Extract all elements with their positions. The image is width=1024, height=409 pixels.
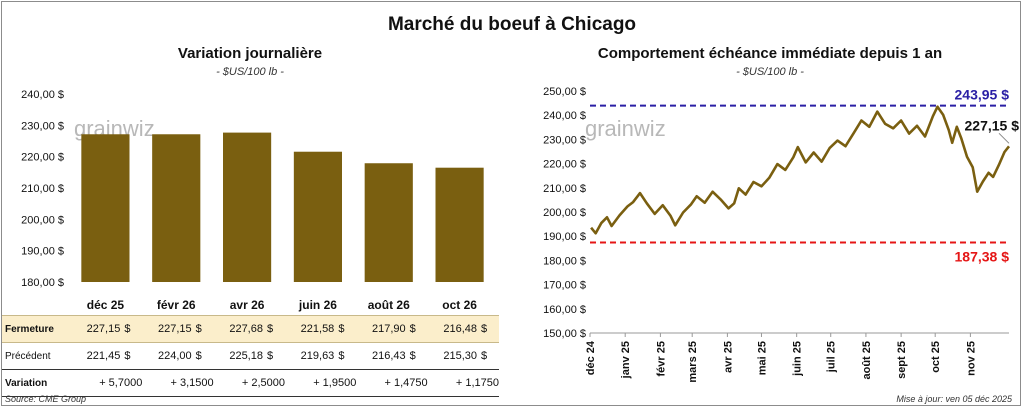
y-tick-label: 150,00 $ — [543, 328, 586, 340]
row-label: Fermeture — [2, 315, 71, 343]
bar-chart: grainwiz 180,00 $190,00 $200,00 $210,00 … — [21, 89, 484, 312]
table-cell: + 2,5000 — [213, 369, 285, 397]
currency-symbol: $ — [193, 315, 214, 343]
x-tick-label: janv 25 — [620, 341, 632, 379]
bar — [364, 163, 413, 282]
y-tick-label: 190,00 $ — [21, 246, 64, 258]
y-tick-label: 170,00 $ — [543, 280, 586, 292]
x-tick-label: oct 26 — [442, 298, 477, 312]
right-unit-label: - $US/100 lb - — [736, 66, 804, 78]
x-tick-label: août 26 — [368, 298, 410, 312]
y-tick-label: 180,00 $ — [543, 255, 586, 267]
y-tick-label: 190,00 $ — [543, 231, 586, 243]
x-tick-label: oct 25 — [930, 341, 942, 373]
table-cell: 216,43 — [356, 342, 408, 370]
currency-symbol: $ — [479, 342, 499, 370]
daily-variation-table: Fermeture 227,15 $227,15 $227,68 $221,58 $217… — [2, 315, 499, 397]
y-tick-label: 200,00 $ — [543, 207, 586, 219]
high-value-label: 243,95 $ — [955, 87, 1010, 103]
low-value-label: 187,38 $ — [955, 249, 1010, 265]
x-tick-label: avr 25 — [722, 341, 734, 373]
y-tick-label: 210,00 $ — [543, 183, 586, 195]
bar — [152, 134, 201, 282]
last-value-leader — [998, 132, 1010, 144]
bar — [293, 151, 342, 282]
currency-symbol: $ — [122, 342, 143, 370]
currency-symbol: $ — [407, 342, 428, 370]
x-tick-label: juil 25 — [826, 341, 838, 373]
left-unit-label: - $US/100 lb - — [216, 66, 284, 78]
currency-symbol: $ — [264, 342, 285, 370]
table-cell: 217,90 — [356, 315, 408, 343]
y-tick-label: 160,00 $ — [543, 304, 586, 316]
currency-symbol: $ — [479, 315, 499, 343]
row-label: Variation — [2, 369, 71, 397]
x-tick-label: juin 26 — [298, 298, 337, 312]
row-label: Précédent — [2, 342, 71, 370]
x-tick-label: févr 26 — [157, 298, 196, 312]
right-chart-title: Comportement échéance immédiate depuis 1… — [597, 45, 943, 62]
table-cell: 224,00 — [142, 342, 194, 370]
y-tick-label: 240,00 $ — [21, 89, 64, 101]
y-tick-label: 230,00 $ — [21, 120, 64, 132]
currency-symbol: $ — [407, 315, 428, 343]
x-tick-label: mars 25 — [687, 341, 699, 383]
table-row: Fermeture 227,15 $227,15 $227,68 $221,58 $217… — [2, 315, 499, 343]
table-row: Variation + 5,7000 + 3,1500 + 2,5000 + 1,950… — [2, 369, 499, 397]
y-tick-label: 220,00 $ — [21, 152, 64, 164]
currency-symbol: $ — [336, 342, 357, 370]
bar — [223, 132, 272, 282]
x-tick-label: déc 24 — [585, 340, 597, 375]
table-cell: + 1,9500 — [284, 369, 357, 397]
bar — [81, 134, 130, 282]
table-cell: + 5,7000 — [71, 369, 143, 397]
table-cell: + 1,4750 — [356, 369, 428, 397]
table-row: Précédent 221,45 $224,00 $225,18 $219,63 $216… — [2, 342, 499, 370]
table-cell: 227,68 — [213, 315, 265, 343]
y-tick-label: 220,00 $ — [543, 159, 586, 171]
table-cell: 215,30 — [427, 342, 479, 370]
table-cell: + 3,1500 — [142, 369, 214, 397]
y-tick-label: 240,00 $ — [543, 110, 586, 122]
source-note: Source: CME Group — [5, 394, 87, 404]
price-series-line — [590, 105, 1011, 235]
table-cell: 225,18 — [213, 342, 265, 370]
table-cell: + 1,1750 — [427, 369, 499, 397]
table-cell: 227,15 — [71, 315, 123, 343]
table-cell: 221,45 — [71, 342, 123, 370]
currency-symbol: $ — [336, 315, 357, 343]
x-tick-label: nov 25 — [965, 341, 977, 376]
y-tick-label: 230,00 $ — [543, 134, 586, 146]
last-value-label: 227,15 $ — [965, 117, 1020, 133]
y-tick-label: 180,00 $ — [21, 277, 64, 289]
table-cell: 227,15 — [142, 315, 194, 343]
update-note: Mise à jour: ven 05 déc 2025 — [896, 394, 1012, 404]
x-tick-label: août 25 — [861, 341, 873, 380]
y-tick-label: 210,00 $ — [21, 183, 64, 195]
x-tick-label: mai 25 — [756, 341, 768, 375]
page-title: Marché du boeuf à Chicago — [387, 14, 637, 35]
x-tick-label: déc 25 — [87, 298, 125, 312]
table-cell: 219,63 — [284, 342, 337, 370]
x-tick-label: avr 26 — [230, 298, 265, 312]
currency-symbol: $ — [193, 342, 214, 370]
table-cell: 221,58 — [284, 315, 337, 343]
x-tick-label: juin 25 — [792, 341, 804, 377]
x-tick-label: févr 25 — [655, 341, 667, 376]
currency-symbol: $ — [264, 315, 285, 343]
y-tick-label: 200,00 $ — [21, 214, 64, 226]
y-tick-label: 250,00 $ — [543, 86, 586, 98]
left-chart-title: Variation journalière — [177, 45, 323, 62]
table-cell: 216,48 — [427, 315, 479, 343]
line-chart: grainwiz 150,00 $ 160,00 $ 170,00 $ 180,00 … — [543, 86, 1020, 383]
watermark-logo: grainwiz — [585, 116, 666, 141]
currency-symbol: $ — [122, 315, 143, 343]
bar — [435, 167, 484, 282]
x-tick-label: sept 25 — [896, 341, 908, 379]
